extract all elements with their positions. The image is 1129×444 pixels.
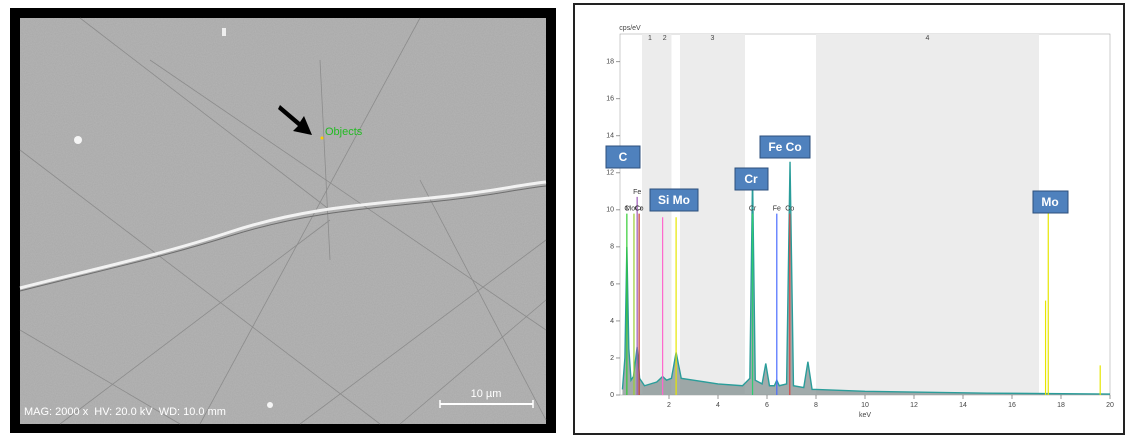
regions: 1 2 3 4 — [642, 34, 1039, 395]
x-tick-label: 6 — [765, 402, 769, 409]
page: { "sem_image": { "objects_label": "Objec… — [0, 0, 1129, 439]
region-label: 3 — [711, 35, 715, 42]
x-tick-label: 16 — [1008, 402, 1016, 409]
figure: Objects 10 µm MAG: 2000 x HV: 20.0 kV WD… — [0, 0, 1129, 439]
x-tick-label: 12 — [910, 402, 918, 409]
x-tick-label: 4 — [716, 402, 720, 409]
particle — [74, 136, 82, 144]
sem-panel: Objects 10 µm MAG: 2000 x HV: 20.0 kV WD… — [10, 8, 556, 433]
y-tick-label: 12 — [606, 170, 614, 177]
region-label: 2 — [663, 35, 667, 42]
region — [816, 34, 1039, 395]
x-tick-label: 18 — [1057, 402, 1065, 409]
element-box-label: Cr — [744, 172, 758, 186]
y-tick-label: 0 — [610, 392, 614, 399]
y-tick-label: 10 — [606, 207, 614, 214]
region-label: 1 — [648, 35, 652, 42]
x-tick-label: 8 — [814, 402, 818, 409]
x-axis-label: keV — [859, 412, 871, 419]
particle — [222, 28, 226, 36]
element-box-label: C — [619, 150, 628, 164]
x-tick-label: 2 — [667, 402, 671, 409]
particle — [267, 402, 273, 408]
region-label: 4 — [926, 35, 930, 42]
object-point — [321, 137, 324, 140]
y-tick-label: 18 — [606, 59, 614, 66]
element-marker-label: Cr — [749, 205, 757, 212]
element-marker-label: Co — [635, 205, 644, 212]
y-tick-label: 16 — [606, 96, 614, 103]
region — [680, 34, 745, 395]
y-tick-label: 8 — [610, 244, 614, 251]
x-tick-label: 10 — [861, 402, 869, 409]
element-box-label: Mo — [1041, 195, 1058, 209]
x-tick-label: 14 — [959, 402, 967, 409]
y-tick-label: 4 — [610, 318, 614, 325]
element-box-label: Fe Co — [768, 140, 801, 154]
y-tick-label: 6 — [610, 281, 614, 288]
sem-info: MAG: 2000 x HV: 20.0 kV WD: 10.0 mm — [24, 406, 226, 418]
scale-bar-label: 10 µm — [471, 388, 502, 400]
region — [658, 34, 671, 395]
y-tick-label: 2 — [610, 355, 614, 362]
sem-texture — [20, 18, 546, 424]
element-box-label: Si Mo — [658, 193, 690, 207]
y-tick-label: 14 — [606, 133, 614, 140]
y-axis-label: cps/eV — [619, 25, 641, 32]
element-marker-label: Co — [785, 205, 794, 212]
element-marker-label: Fe — [633, 189, 641, 196]
region — [642, 34, 658, 395]
element-marker-label: Fe — [773, 205, 781, 212]
x-tick-label: 20 — [1106, 402, 1114, 409]
objects-label: Objects — [325, 126, 363, 138]
